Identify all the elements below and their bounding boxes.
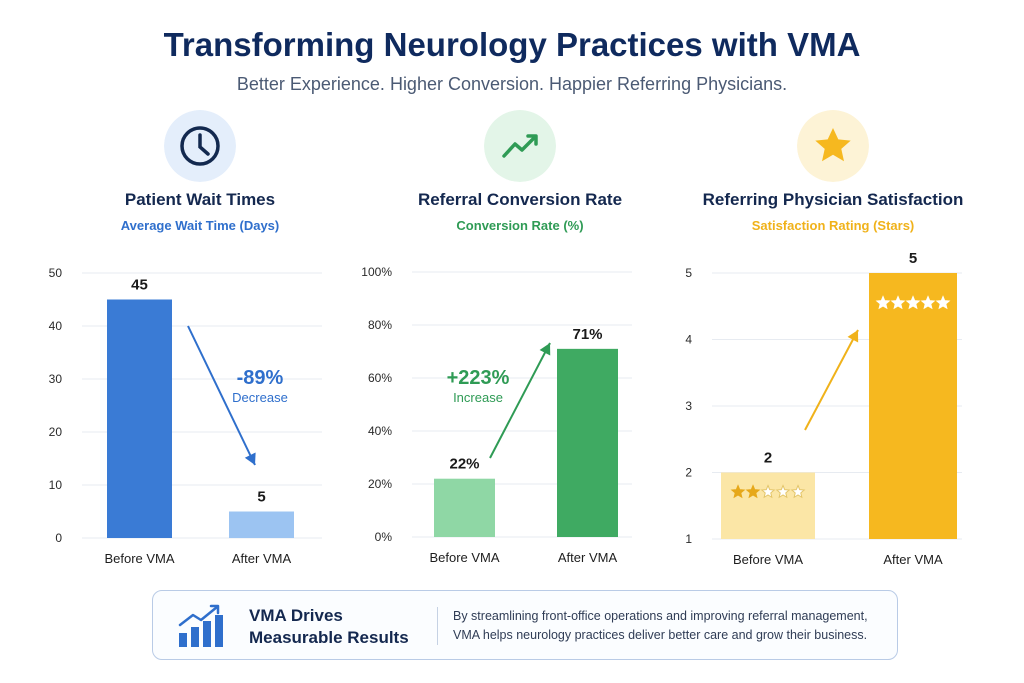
wait-tick-label: 0 [55,531,62,545]
sat-star-mark [920,295,936,310]
conv-tick-label: 100% [361,265,392,279]
sat-change-arrow [804,329,859,431]
conv-change-arrow-head [539,343,551,356]
page-subtitle: Better Experience. Higher Conversion. Ha… [236,74,788,94]
conv-tick-label: 40% [368,424,392,438]
footer-text: By streamlining front-office operations … [453,609,868,642]
sat-category-label: Before VMA [733,552,803,567]
wait-bar-after [229,511,294,538]
satisfaction-subtitle: Satisfaction Rating (Stars) [751,218,915,233]
footer-heading: VMA Drives Measurable Results [249,606,409,647]
wait-bar-before [107,299,172,538]
footer-card: VMA Drives Measurable Results By streaml… [152,590,898,660]
conv-change-value: +223% [447,367,510,389]
trend-up-icon [484,110,556,182]
wait-tick-label: 20 [49,425,63,439]
sat-tick-label: 2 [685,466,692,480]
conv-category-label: After VMA [558,550,618,565]
sat-star-mark [875,295,891,310]
footer-divider [437,607,438,645]
sat-category-label: After VMA [883,552,943,567]
sat-star-mark [730,484,746,499]
wait-category-label: Before VMA [104,551,174,566]
conv-value-label: 22% [449,456,479,473]
wait-change-arrow [187,325,256,466]
sat-star-mark [905,295,921,310]
wait-tick-label: 40 [49,319,63,333]
sat-tick-label: 3 [685,399,692,413]
conv-change-arrow [489,342,551,459]
wait-change-arrow-head [244,452,256,465]
satisfaction-title: Referring Physician Satisfaction [702,190,964,209]
sat-change-arrow-head [847,330,859,343]
wait-change-label: Decrease [232,390,288,405]
wait-tick-label: 30 [49,372,63,386]
sat-tick-label: 5 [685,266,692,280]
sat-bar-after [869,273,957,539]
conversion-subtitle: Conversion Rate (%) [456,218,584,233]
wait-times-title: Patient Wait Times [124,190,276,209]
wait-value-label: 5 [257,489,265,506]
conv-category-label: Before VMA [429,550,499,565]
conversion-title: Referral Conversion Rate [417,190,623,209]
sat-star-mark [935,295,951,310]
sat-star-mark [775,484,791,499]
conv-bar-before [434,478,495,537]
wait-change-value: -89% [237,367,284,389]
sat-star-mark [745,484,761,499]
conv-bar-after [557,348,618,537]
clock-icon [164,110,236,182]
conv-tick-label: 20% [368,477,392,491]
sat-star-mark [760,484,776,499]
star-icon [797,110,869,182]
conv-tick-label: 0% [375,530,393,544]
sat-value-label: 5 [909,250,917,267]
wait-times-subtitle: Average Wait Time (Days) [120,218,280,233]
wait-category-label: After VMA [232,551,292,566]
sat-tick-label: 4 [685,333,692,347]
sat-bar-before [721,472,815,539]
sat-star-mark [890,295,906,310]
sat-tick-label: 1 [685,532,692,546]
page-title: Transforming Neurology Practices with VM… [163,26,861,63]
conv-tick-label: 60% [368,371,392,385]
conv-tick-label: 80% [368,318,392,332]
bar-growth-icon [178,604,223,647]
wait-value-label: 45 [131,277,148,294]
wait-tick-label: 50 [49,266,63,280]
conv-change-label: Increase [453,390,503,405]
conv-value-label: 71% [572,326,602,343]
sat-star-mark [790,484,806,499]
sat-value-label: 2 [764,450,772,467]
wait-tick-label: 10 [49,478,63,492]
